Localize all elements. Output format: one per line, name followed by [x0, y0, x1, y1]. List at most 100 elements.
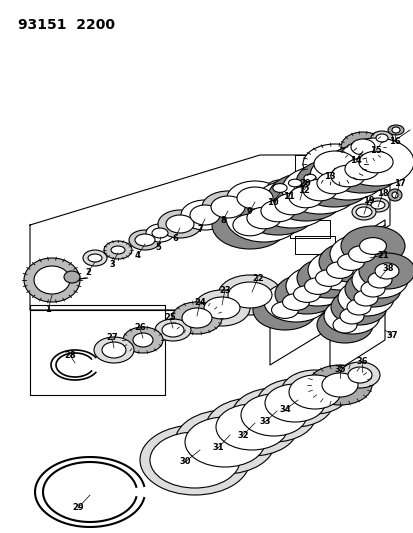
Text: 13: 13	[323, 172, 335, 181]
Ellipse shape	[304, 278, 331, 294]
Text: 34: 34	[278, 406, 290, 415]
Ellipse shape	[329, 234, 393, 274]
Ellipse shape	[225, 194, 301, 242]
Ellipse shape	[307, 365, 371, 405]
Text: 20: 20	[299, 179, 310, 188]
Ellipse shape	[256, 379, 332, 427]
Ellipse shape	[330, 289, 386, 325]
Ellipse shape	[298, 171, 320, 185]
Ellipse shape	[216, 404, 287, 450]
Text: 1: 1	[45, 305, 51, 314]
Ellipse shape	[347, 367, 371, 383]
Ellipse shape	[280, 370, 348, 414]
Text: 21: 21	[376, 251, 388, 260]
Text: 35: 35	[333, 366, 345, 375]
Ellipse shape	[252, 290, 316, 330]
Ellipse shape	[161, 323, 183, 337]
Text: 5: 5	[155, 243, 161, 252]
Ellipse shape	[88, 254, 102, 262]
Ellipse shape	[240, 394, 306, 436]
Ellipse shape	[358, 151, 392, 173]
Text: 16: 16	[388, 136, 400, 146]
Ellipse shape	[315, 270, 342, 286]
Ellipse shape	[274, 193, 309, 215]
Ellipse shape	[266, 180, 292, 196]
Ellipse shape	[166, 215, 194, 233]
Ellipse shape	[344, 158, 378, 180]
Ellipse shape	[123, 327, 163, 353]
Text: 12: 12	[297, 185, 309, 195]
Ellipse shape	[316, 307, 372, 343]
Ellipse shape	[171, 302, 221, 334]
Ellipse shape	[337, 138, 413, 186]
Ellipse shape	[303, 174, 315, 182]
Text: 11: 11	[282, 191, 294, 200]
Ellipse shape	[104, 241, 132, 259]
Ellipse shape	[391, 127, 399, 133]
Ellipse shape	[260, 200, 294, 222]
Ellipse shape	[370, 131, 392, 145]
Text: 19: 19	[362, 196, 374, 205]
Text: 3: 3	[109, 260, 114, 269]
Ellipse shape	[370, 201, 384, 209]
Ellipse shape	[282, 294, 309, 310]
Ellipse shape	[228, 282, 271, 308]
Text: 93151  2200: 93151 2200	[18, 18, 115, 32]
Text: 4: 4	[135, 251, 140, 260]
Ellipse shape	[288, 179, 301, 187]
Ellipse shape	[129, 230, 161, 250]
Ellipse shape	[288, 186, 322, 208]
Ellipse shape	[366, 198, 388, 212]
Ellipse shape	[316, 172, 350, 194]
Ellipse shape	[323, 298, 379, 334]
Ellipse shape	[263, 282, 327, 322]
Ellipse shape	[236, 187, 272, 209]
Ellipse shape	[204, 297, 240, 319]
Ellipse shape	[233, 214, 266, 236]
Ellipse shape	[340, 226, 404, 266]
Ellipse shape	[218, 275, 281, 315]
Ellipse shape	[295, 159, 371, 207]
Ellipse shape	[353, 290, 377, 306]
Ellipse shape	[274, 274, 338, 314]
Ellipse shape	[140, 425, 249, 495]
Text: 8: 8	[220, 215, 225, 224]
Text: 7: 7	[197, 224, 202, 233]
Ellipse shape	[358, 253, 413, 289]
Ellipse shape	[293, 286, 320, 302]
Ellipse shape	[346, 299, 370, 315]
Ellipse shape	[34, 266, 70, 294]
Ellipse shape	[190, 205, 219, 225]
Ellipse shape	[282, 176, 306, 190]
Ellipse shape	[150, 432, 240, 488]
Text: 10: 10	[266, 198, 278, 206]
Ellipse shape	[271, 302, 298, 318]
Ellipse shape	[309, 152, 385, 200]
Ellipse shape	[111, 246, 125, 254]
Ellipse shape	[264, 384, 324, 422]
Ellipse shape	[387, 189, 401, 201]
Ellipse shape	[348, 246, 375, 262]
Ellipse shape	[344, 271, 400, 307]
Text: 6: 6	[172, 233, 178, 243]
Ellipse shape	[246, 207, 280, 229]
Ellipse shape	[152, 228, 168, 238]
Ellipse shape	[206, 398, 297, 456]
Text: 33: 33	[259, 417, 270, 426]
Ellipse shape	[387, 125, 403, 135]
Text: 36: 36	[355, 358, 367, 367]
Ellipse shape	[154, 319, 190, 341]
Ellipse shape	[272, 183, 287, 192]
Text: 22: 22	[252, 273, 263, 282]
Ellipse shape	[175, 410, 274, 474]
Ellipse shape	[180, 200, 228, 230]
Ellipse shape	[351, 204, 375, 220]
Ellipse shape	[326, 262, 353, 278]
Text: 30: 30	[179, 457, 190, 466]
Ellipse shape	[374, 263, 398, 279]
Ellipse shape	[24, 258, 80, 302]
Text: 17: 17	[393, 179, 405, 188]
Ellipse shape	[226, 181, 282, 215]
Ellipse shape	[202, 191, 254, 223]
Ellipse shape	[267, 173, 343, 221]
